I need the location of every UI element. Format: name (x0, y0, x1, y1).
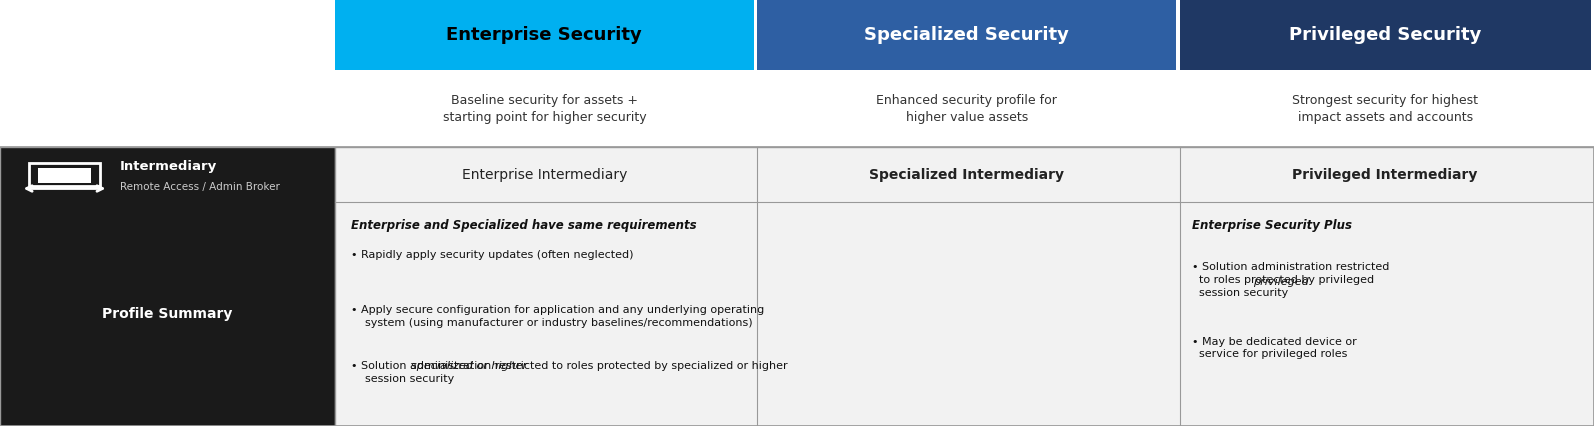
Text: Remote Access / Admin Broker: Remote Access / Admin Broker (120, 182, 279, 192)
Text: Specialized Security: Specialized Security (864, 26, 1070, 44)
Text: Privileged Security: Privileged Security (1290, 26, 1481, 44)
FancyBboxPatch shape (29, 163, 100, 186)
Text: specialized or higher: specialized or higher (411, 361, 528, 371)
Text: • Rapidly apply security updates (often neglected): • Rapidly apply security updates (often … (351, 250, 633, 260)
FancyBboxPatch shape (335, 0, 754, 70)
FancyBboxPatch shape (38, 168, 91, 183)
Text: Profile Summary: Profile Summary (102, 307, 233, 321)
Text: Enterprise and Specialized have same requirements: Enterprise and Specialized have same req… (351, 219, 697, 233)
Text: Intermediary: Intermediary (120, 160, 217, 173)
Text: Strongest security for highest
impact assets and accounts: Strongest security for highest impact as… (1293, 94, 1478, 124)
Text: Baseline security for assets +
starting point for higher security: Baseline security for assets + starting … (443, 94, 646, 124)
Text: Enterprise Security Plus: Enterprise Security Plus (1192, 219, 1352, 233)
Text: • May be dedicated device or
  service for privileged roles: • May be dedicated device or service for… (1192, 337, 1356, 360)
FancyBboxPatch shape (335, 147, 1594, 426)
FancyBboxPatch shape (757, 0, 1176, 70)
FancyBboxPatch shape (1180, 0, 1591, 70)
FancyBboxPatch shape (0, 147, 335, 426)
Text: privileged: privileged (1253, 277, 1309, 287)
Text: • Solution administration restricted
  to roles protected by privileged
  sessio: • Solution administration restricted to … (1192, 262, 1390, 298)
Text: Enterprise Security: Enterprise Security (446, 26, 642, 44)
Text: • Apply secure configuration for application and any underlying operating
    sy: • Apply secure configuration for applica… (351, 305, 764, 328)
Text: Specialized Intermediary: Specialized Intermediary (869, 168, 1065, 181)
Text: Privileged Intermediary: Privileged Intermediary (1293, 168, 1478, 181)
Text: • Solution administration restricted to roles protected by specialized or higher: • Solution administration restricted to … (351, 361, 787, 384)
Text: Enterprise Intermediary: Enterprise Intermediary (462, 168, 626, 181)
Text: Enhanced security profile for
higher value assets: Enhanced security profile for higher val… (877, 94, 1057, 124)
